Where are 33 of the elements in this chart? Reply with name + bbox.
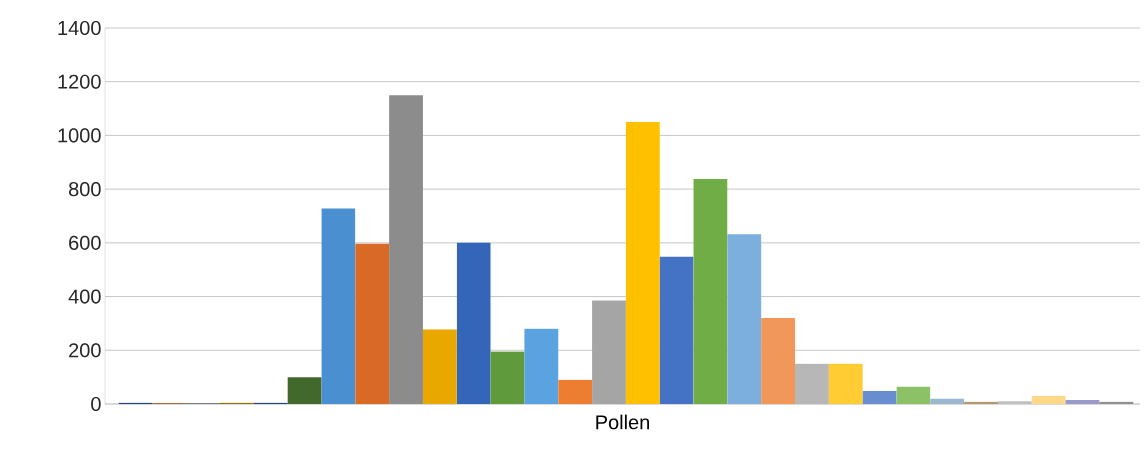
bar (389, 95, 423, 404)
bar (558, 379, 593, 404)
bar (693, 178, 728, 404)
bar (422, 329, 457, 404)
y-tick-label: 400 (68, 289, 101, 304)
bar (355, 243, 390, 404)
bar (997, 401, 1032, 404)
y-tick-label: 1400 (58, 20, 101, 36)
y-tick-label: 1000 (58, 128, 101, 143)
bar (896, 386, 931, 404)
bar (1065, 399, 1100, 404)
bar (964, 401, 998, 404)
bar (828, 363, 863, 404)
y-tick-label: 800 (68, 182, 101, 197)
bar (761, 318, 796, 404)
bar (287, 377, 322, 404)
bar (862, 391, 897, 404)
x-axis-title: Pollen (596, 414, 649, 430)
bar (930, 398, 965, 404)
bar (1031, 395, 1066, 404)
bar (625, 121, 660, 404)
y-tick-label: 0 (91, 396, 101, 412)
y-tick-label: 1200 (58, 74, 101, 89)
bar (727, 234, 762, 404)
bar (1099, 401, 1134, 404)
bar (592, 300, 626, 404)
y-tick-label: 200 (69, 343, 101, 358)
y-tick-label: 600 (69, 235, 101, 250)
bar (659, 256, 694, 404)
bar (456, 242, 491, 404)
bar (490, 351, 525, 404)
bar (321, 208, 356, 404)
bar (524, 328, 559, 404)
